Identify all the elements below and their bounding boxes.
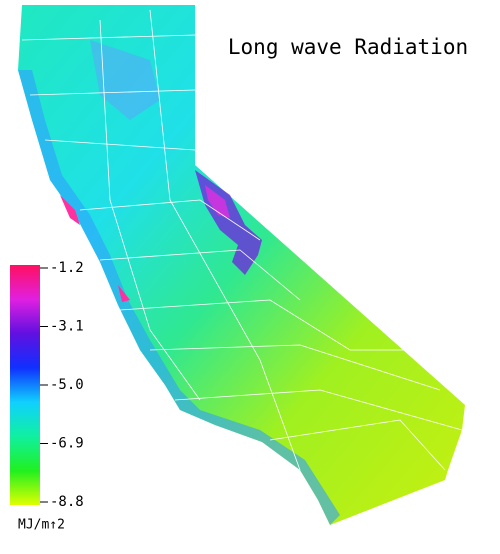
colorbar-tick-label: -5.0 [50,377,84,393]
colorbar-tick-label: -8.8 [50,494,84,510]
coast-hotspot [60,195,130,302]
map-title: Long wave Radiation [228,35,468,59]
north-blue [90,40,160,120]
coastal-shadow [18,70,340,525]
county-lines [21,9,463,471]
colorbar-label: MJ/m↑2 [18,518,65,533]
sierra-peak [205,185,230,218]
colorbar-tick-label: -1.2 [50,260,84,276]
colorbar-tick-label: -3.1 [50,319,84,335]
colorbar-tick-label: -6.9 [50,436,84,452]
colorbar [10,265,40,505]
